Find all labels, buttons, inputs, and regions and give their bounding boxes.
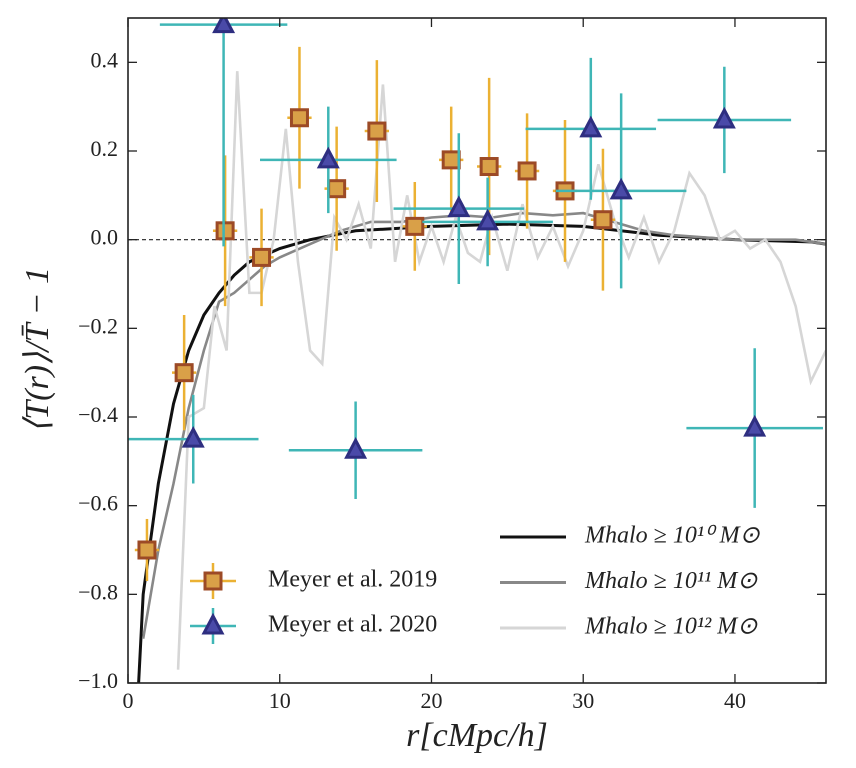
triangle-marker: [212, 18, 236, 34]
y-tick-label: −0.2: [78, 313, 118, 338]
y-tick-label: −0.6: [78, 491, 118, 516]
x-tick-label: 10: [269, 688, 291, 713]
triangle-marker: [447, 195, 471, 218]
y-tick-label: −1.0: [78, 668, 118, 693]
triangle-marker: [712, 106, 736, 129]
axes-frame: [127, 17, 827, 684]
y-tick-label: 0.2: [91, 136, 119, 161]
square-marker: [367, 121, 387, 141]
square-marker: [289, 108, 309, 128]
plot-area: [128, 18, 826, 683]
square-marker: [405, 216, 425, 236]
square-marker: [479, 157, 499, 177]
x-tick-label: 0: [123, 688, 134, 713]
triangle-marker: [344, 437, 368, 459]
y-axis-label: ⟨T(r)⟩/T̄ − 1: [19, 267, 56, 433]
legend-label: Mhalo ≥ 10¹² M⊙: [584, 614, 758, 640]
x-tick-label: 20: [420, 688, 442, 713]
triangle-marker: [609, 177, 633, 200]
y-tick-label: −0.4: [78, 402, 118, 427]
legend-marker: [203, 571, 223, 591]
y-tick-label: 0.4: [91, 47, 119, 72]
legend-label: Mhalo ≥ 10¹¹ M⊙: [584, 568, 758, 594]
line: [176, 71, 826, 670]
line: [141, 211, 826, 639]
triangle-marker: [316, 146, 340, 169]
square-marker: [137, 540, 157, 560]
legend-label: Meyer et al. 2019: [268, 567, 437, 593]
square-marker: [327, 179, 347, 199]
square-marker: [441, 150, 461, 170]
legend-label: Meyer et al. 2020: [268, 612, 437, 638]
triangle-marker: [476, 208, 500, 231]
x-axis-label: r[cMpc/h]: [406, 717, 548, 754]
legend-label: Mhalo ≥ 10¹⁰ M⊙: [584, 523, 761, 549]
y-tick-label: −0.8: [78, 579, 118, 604]
square-marker: [517, 161, 537, 181]
triangle-marker: [181, 425, 205, 448]
triangle-marker: [743, 414, 767, 437]
x-tick-label: 30: [572, 688, 594, 713]
legend-marker: [201, 612, 225, 635]
square-marker: [593, 210, 613, 230]
y-tick-label: 0.0: [91, 225, 119, 250]
square-marker: [215, 221, 235, 241]
triangle-marker: [579, 115, 603, 138]
square-marker: [252, 247, 272, 267]
square-marker: [174, 363, 194, 383]
line: [137, 222, 826, 683]
x-tick-label: 40: [724, 688, 746, 713]
